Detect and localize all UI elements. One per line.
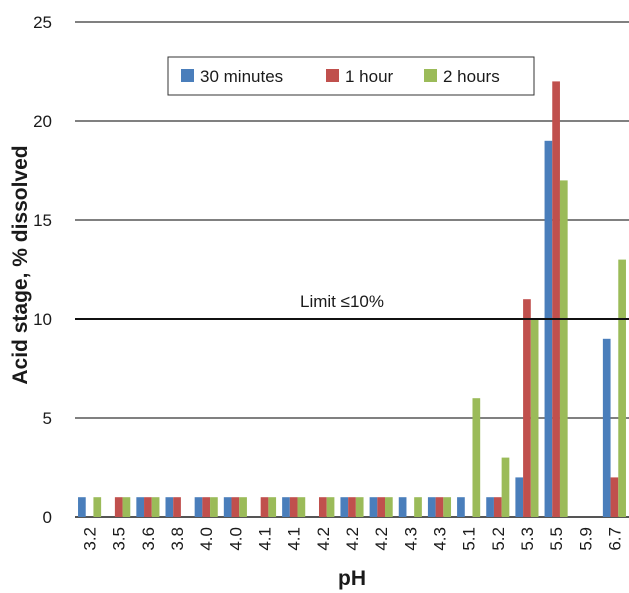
bar: [165, 497, 174, 517]
bar: [523, 299, 531, 517]
x-tick-label: 4.1: [256, 527, 275, 551]
x-tick-label: 4.3: [430, 527, 449, 551]
bar: [602, 338, 611, 517]
legend-swatch: [181, 69, 194, 82]
reference-line-group: Limit ≤10%: [75, 292, 629, 320]
bar: [414, 497, 422, 517]
bar: [544, 140, 553, 518]
bar: [202, 497, 211, 517]
x-tick-label: 5.1: [460, 527, 479, 551]
bar: [231, 497, 240, 517]
bar: [326, 497, 335, 517]
x-tick-label: 4.2: [343, 527, 362, 551]
bar: [610, 477, 619, 517]
x-tick-label: 4.2: [314, 527, 333, 551]
bar: [210, 497, 218, 517]
bar: [136, 497, 145, 517]
legend-label: 30 minutes: [200, 67, 283, 86]
legend-label: 2 hours: [443, 67, 500, 86]
x-tick-label: 6.7: [605, 527, 624, 551]
bar: [398, 497, 407, 517]
bar: [318, 497, 327, 517]
x-tick-label: 4.0: [226, 527, 245, 551]
x-tick-label: 3.6: [139, 527, 158, 551]
bar: [223, 497, 232, 517]
bar: [457, 497, 465, 517]
x-tick-label: 4.3: [401, 527, 420, 551]
bar: [515, 477, 524, 517]
legend: 30 minutes 1 hour 2 hours: [167, 56, 535, 96]
legend-swatch: [326, 69, 339, 82]
y-tick-label: 0: [43, 508, 52, 527]
bar: [260, 497, 269, 517]
bar: [239, 497, 247, 517]
bar: [348, 497, 356, 517]
bar: [486, 497, 494, 517]
limit-label: Limit ≤10%: [300, 292, 384, 311]
bar: [552, 81, 560, 518]
y-tick-label: 5: [43, 409, 52, 428]
bar: [472, 398, 481, 517]
bar: [144, 497, 152, 517]
bar: [297, 497, 306, 517]
x-tick-label: 4.2: [372, 527, 391, 551]
legend-label: 1 hour: [345, 67, 394, 86]
bar: [78, 497, 86, 517]
x-tick-label: 3.2: [81, 527, 100, 551]
bars: [78, 81, 626, 518]
bar: [377, 497, 386, 517]
x-tick-label: 3.5: [110, 527, 129, 551]
bar: [369, 497, 378, 517]
bar: [427, 497, 436, 517]
x-tick-label: 3.8: [168, 527, 187, 551]
x-tick-label: 5.2: [489, 527, 508, 551]
bar: [93, 497, 102, 517]
x-tick-labels: 3.2 3.5 3.6 3.8 4.0 4.0 4.1 4.1 4.2 4.2 4.2 4.3 4.3 5…: [81, 527, 625, 551]
y-tick-label: 20: [33, 112, 52, 131]
bar: [173, 497, 181, 517]
y-tick-label: 15: [33, 211, 52, 230]
bar: [385, 497, 393, 517]
bar: [435, 497, 444, 517]
bar: [289, 497, 298, 517]
bar: [114, 497, 123, 517]
x-tick-label: 5.9: [576, 527, 595, 551]
legend-swatch: [424, 69, 437, 82]
y-tick-label: 25: [33, 13, 52, 32]
bar: [340, 497, 349, 517]
bar: [194, 497, 203, 517]
x-tick-label: 5.5: [547, 527, 566, 551]
y-axis-title: Acid stage, % dissolved: [9, 145, 32, 384]
x-axis-title: pH: [338, 567, 366, 590]
bar: [618, 259, 626, 517]
y-tick-labels: 0 5 10 15 20 25: [33, 13, 52, 527]
x-tick-label: 4.0: [197, 527, 216, 551]
bar: [530, 319, 539, 517]
x-tick-label: 5.3: [518, 527, 537, 551]
bar: [151, 497, 160, 517]
bar: [443, 497, 452, 517]
y-tick-label: 10: [33, 310, 52, 329]
bar: [282, 497, 290, 517]
bar: [559, 180, 568, 517]
x-tick-label: 4.1: [285, 527, 304, 551]
bar: [501, 457, 510, 517]
bar: [355, 497, 364, 517]
legend-box: [167, 56, 535, 96]
bar: [493, 497, 502, 517]
bar: [268, 497, 277, 517]
bar: [122, 497, 131, 517]
